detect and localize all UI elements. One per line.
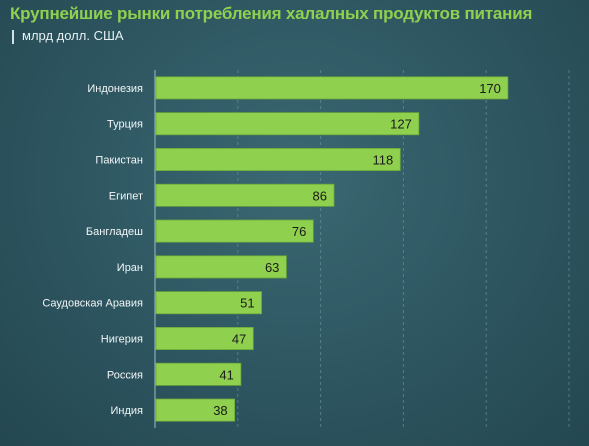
category-label: Турция [107,119,143,131]
value-labels: 170 127 118 86 76 63 51 47 41 38 [213,81,501,418]
bar [155,219,314,243]
category-label: Россия [107,369,143,381]
category-label: Нигерия [101,334,143,346]
value-label: 41 [219,367,233,382]
category-label: Индонезия [87,83,143,95]
category-label: Индия [110,405,143,417]
bar [155,76,509,100]
bar [155,112,420,136]
value-label: 38 [213,403,227,418]
bar [155,255,287,279]
category-label: Саудовская Аравия [42,298,143,310]
chart-subtitle: млрд долл. США [22,28,124,43]
category-label: Египет [109,190,143,202]
value-label: 76 [292,224,306,239]
category-label: Пакистан [95,155,143,167]
value-label: 51 [240,296,254,311]
subtitle-marker [12,30,14,44]
bar [155,398,236,422]
category-labels: Индонезия Турция Пакистан Египет Бангладеш Ир… [42,83,143,417]
bar [155,183,335,207]
bar [155,148,401,171]
value-label: 86 [313,188,327,203]
value-label: 63 [265,260,279,275]
chart-title: Крупнейшие рынки потребления халалных пр… [10,4,533,23]
bar [155,327,254,350]
category-label: Бангладеш [86,226,143,238]
category-label: Иран [117,262,143,274]
value-label: 118 [373,153,394,168]
bars [155,76,509,422]
bar [155,362,242,386]
value-label: 170 [479,81,501,96]
value-label: 127 [390,117,412,132]
bar [155,291,262,315]
value-label: 47 [232,332,246,347]
